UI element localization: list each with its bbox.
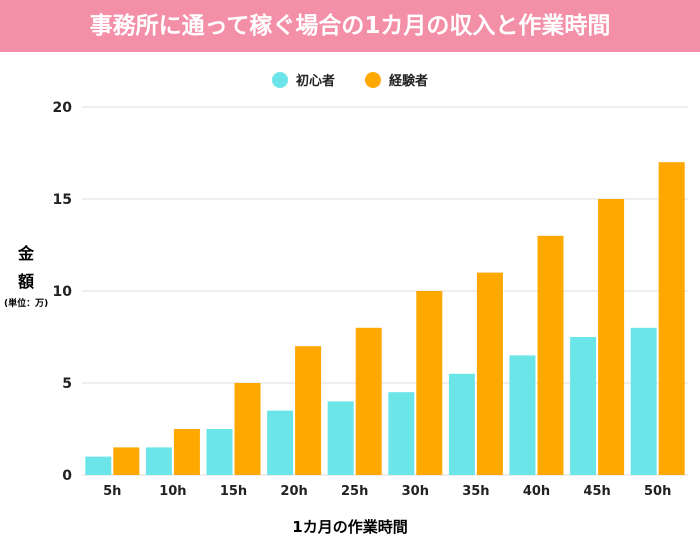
bar-experienced [173,429,200,475]
legend-item-experienced: 経験者 [365,70,428,89]
bar-beginner [145,447,172,475]
x-tick-label: 35h [462,484,489,499]
legend-label: 初心者 [295,74,335,89]
bar-beginner [570,337,597,475]
bar-experienced [295,346,322,475]
bar-experienced [113,447,140,475]
bar-beginner [388,392,415,475]
bar-experienced [476,272,503,475]
bar-beginner [206,429,233,475]
x-tick-label: 5h [103,484,121,499]
legend-label: 経験者 [389,74,429,89]
y-tick-label: 0 [62,468,72,484]
x-tick-label: 20h [280,484,307,499]
legend-swatch [365,71,381,88]
y-axis-unit: (単位：万) [4,299,49,309]
x-tick-label: 10h [159,484,186,499]
bar-beginner [509,355,536,475]
bar-beginner [327,401,354,475]
bar-experienced [598,199,625,475]
x-axis-label: 1カ月の作業時間 [292,518,408,536]
y-tick-label: 5 [62,376,72,392]
bar-experienced [416,291,443,475]
x-tick-label: 45h [583,484,610,499]
x-tick-label: 40h [523,484,550,499]
bar-beginner [448,373,475,475]
bar-experienced [537,235,564,475]
chart-title: 事務所に通って稼ぐ場合の1カ月の収入と作業時間 [0,0,700,52]
legend-item-beginner: 初心者 [271,70,335,89]
bar-experienced [234,383,261,475]
y-tick-label: 15 [53,192,72,208]
bar-beginner [630,327,657,475]
bar-beginner [85,456,112,475]
bar-beginner [267,410,294,475]
x-tick-label: 25h [341,484,368,499]
x-tick-label: 15h [220,484,247,499]
y-tick-label: 20 [53,100,73,116]
bar-experienced [355,327,382,475]
legend: 初心者 経験者 [0,70,700,89]
y-axis-label: 金額 [17,244,34,291]
x-tick-label: 30h [402,484,429,499]
bar-experienced [658,162,685,475]
y-tick-label: 10 [53,284,73,300]
x-tick-label: 50h [644,484,671,499]
legend-swatch [271,71,288,88]
